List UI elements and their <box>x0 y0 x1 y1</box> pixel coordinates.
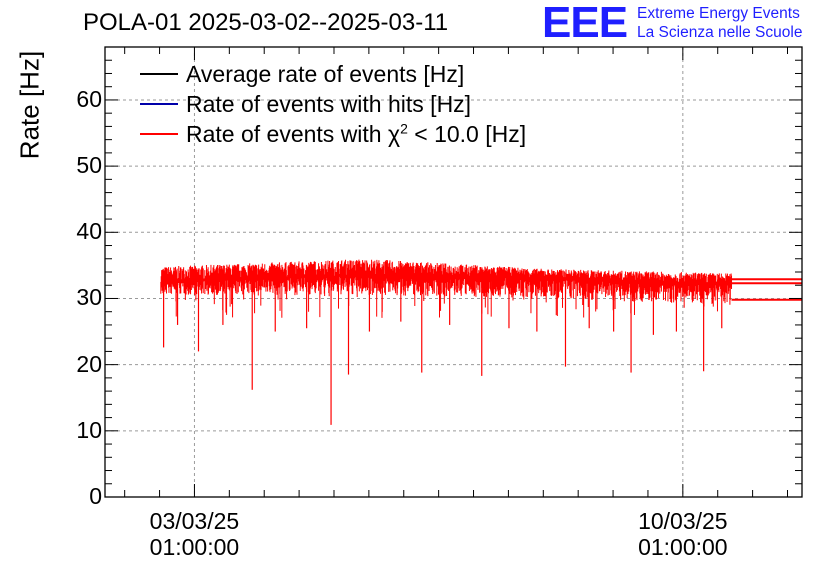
legend-swatch-average-rate <box>140 73 178 75</box>
legend-label-hits-rate: Rate of events with hits [Hz] <box>186 90 472 117</box>
y-tick-label-10: 10 <box>76 416 102 443</box>
x-tick-date-1: 10/03/25 <box>638 508 728 534</box>
legend-label-average-rate: Average rate of events [Hz] <box>186 60 465 87</box>
legend-swatch-hits-rate <box>140 103 178 105</box>
x-tick-date-0: 03/03/25 <box>149 508 240 534</box>
legend-item-average-rate: Average rate of events [Hz] <box>140 60 464 88</box>
legend-chi2-tail: < 10.0 [Hz] <box>407 120 527 147</box>
legend-swatch-chi2-rate <box>140 133 178 135</box>
x-tick-label-1: 10/03/25 01:00:00 <box>603 508 763 560</box>
organization-line-2: La Scienza nelle Scuole <box>637 24 803 41</box>
y-tick-label-0: 0 <box>89 483 102 509</box>
legend-label-chi2-rate: Rate of events with χ2 < 10.0 [Hz] <box>186 121 526 148</box>
legend-chi2-sup: 2 <box>400 119 408 136</box>
y-tick-label-20: 20 <box>76 350 102 377</box>
y-tick-label-60: 60 <box>76 85 102 112</box>
legend-chi2-main: Rate of events with <box>186 120 388 147</box>
legend-item-chi2-rate: Rate of events with χ2 < 10.0 [Hz] <box>140 120 526 148</box>
x-tick-time-1: 01:00:00 <box>638 534 728 560</box>
organization-name: Extreme Energy Events La Scienza nelle S… <box>637 4 802 42</box>
series-chi2-rate-band <box>160 259 733 318</box>
eee-logo: EEE <box>542 0 628 47</box>
legend-item-hits-rate: Rate of events with hits [Hz] <box>140 90 471 118</box>
y-tick-label-40: 40 <box>76 218 102 245</box>
legend-chi2-symbol: χ <box>388 120 401 147</box>
y-tick-label-50: 50 <box>76 152 102 179</box>
x-tick-label-0: 03/03/25 01:00:00 <box>114 508 274 560</box>
y-tick-label-30: 30 <box>76 284 102 311</box>
chart-title: POLA-01 2025-03-02--2025-03-11 <box>83 9 449 36</box>
x-tick-time-0: 01:00:00 <box>149 534 240 560</box>
organization-line-1: Extreme Energy Events <box>637 5 800 22</box>
